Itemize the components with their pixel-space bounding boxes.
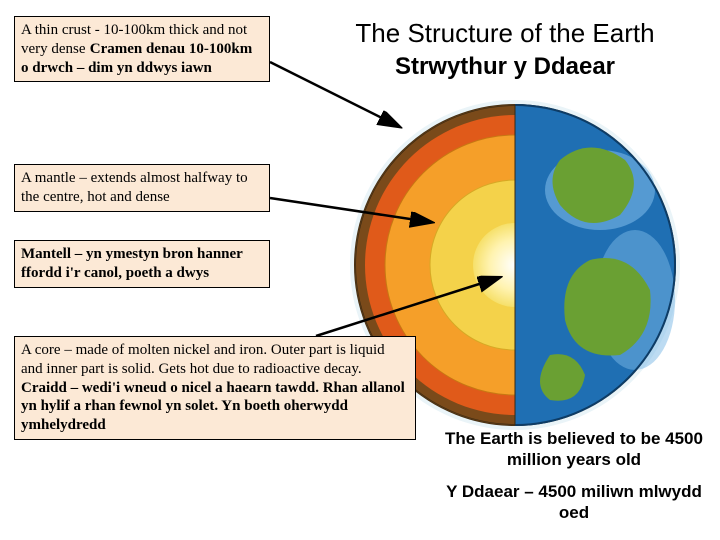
earth-age-en: The Earth is believed to be 4500 million… bbox=[438, 428, 710, 471]
core-text-en: A core – made of molten nickel and iron.… bbox=[21, 342, 385, 377]
earth-age-statement: The Earth is believed to be 4500 million… bbox=[438, 428, 710, 523]
crust-caption: A thin crust - 10-100km thick and not ve… bbox=[14, 16, 270, 82]
earth-age-cy: Y Ddaear – 4500 miliwn mlwydd oed bbox=[438, 481, 710, 524]
core-text-cy: Craidd – wedi'i wneud o nicel a haearn t… bbox=[21, 380, 405, 434]
core-caption: A core – made of molten nickel and iron.… bbox=[14, 336, 416, 440]
mantle-text-en: A mantle – extends almost halfway to the… bbox=[21, 170, 248, 205]
mantle-caption-en: A mantle – extends almost halfway to the… bbox=[14, 164, 270, 212]
mantle-text-cy: Mantell – yn ymestyn bron hanner ffordd … bbox=[21, 246, 243, 281]
mantle-caption-cy: Mantell – yn ymestyn bron hanner ffordd … bbox=[14, 240, 270, 288]
